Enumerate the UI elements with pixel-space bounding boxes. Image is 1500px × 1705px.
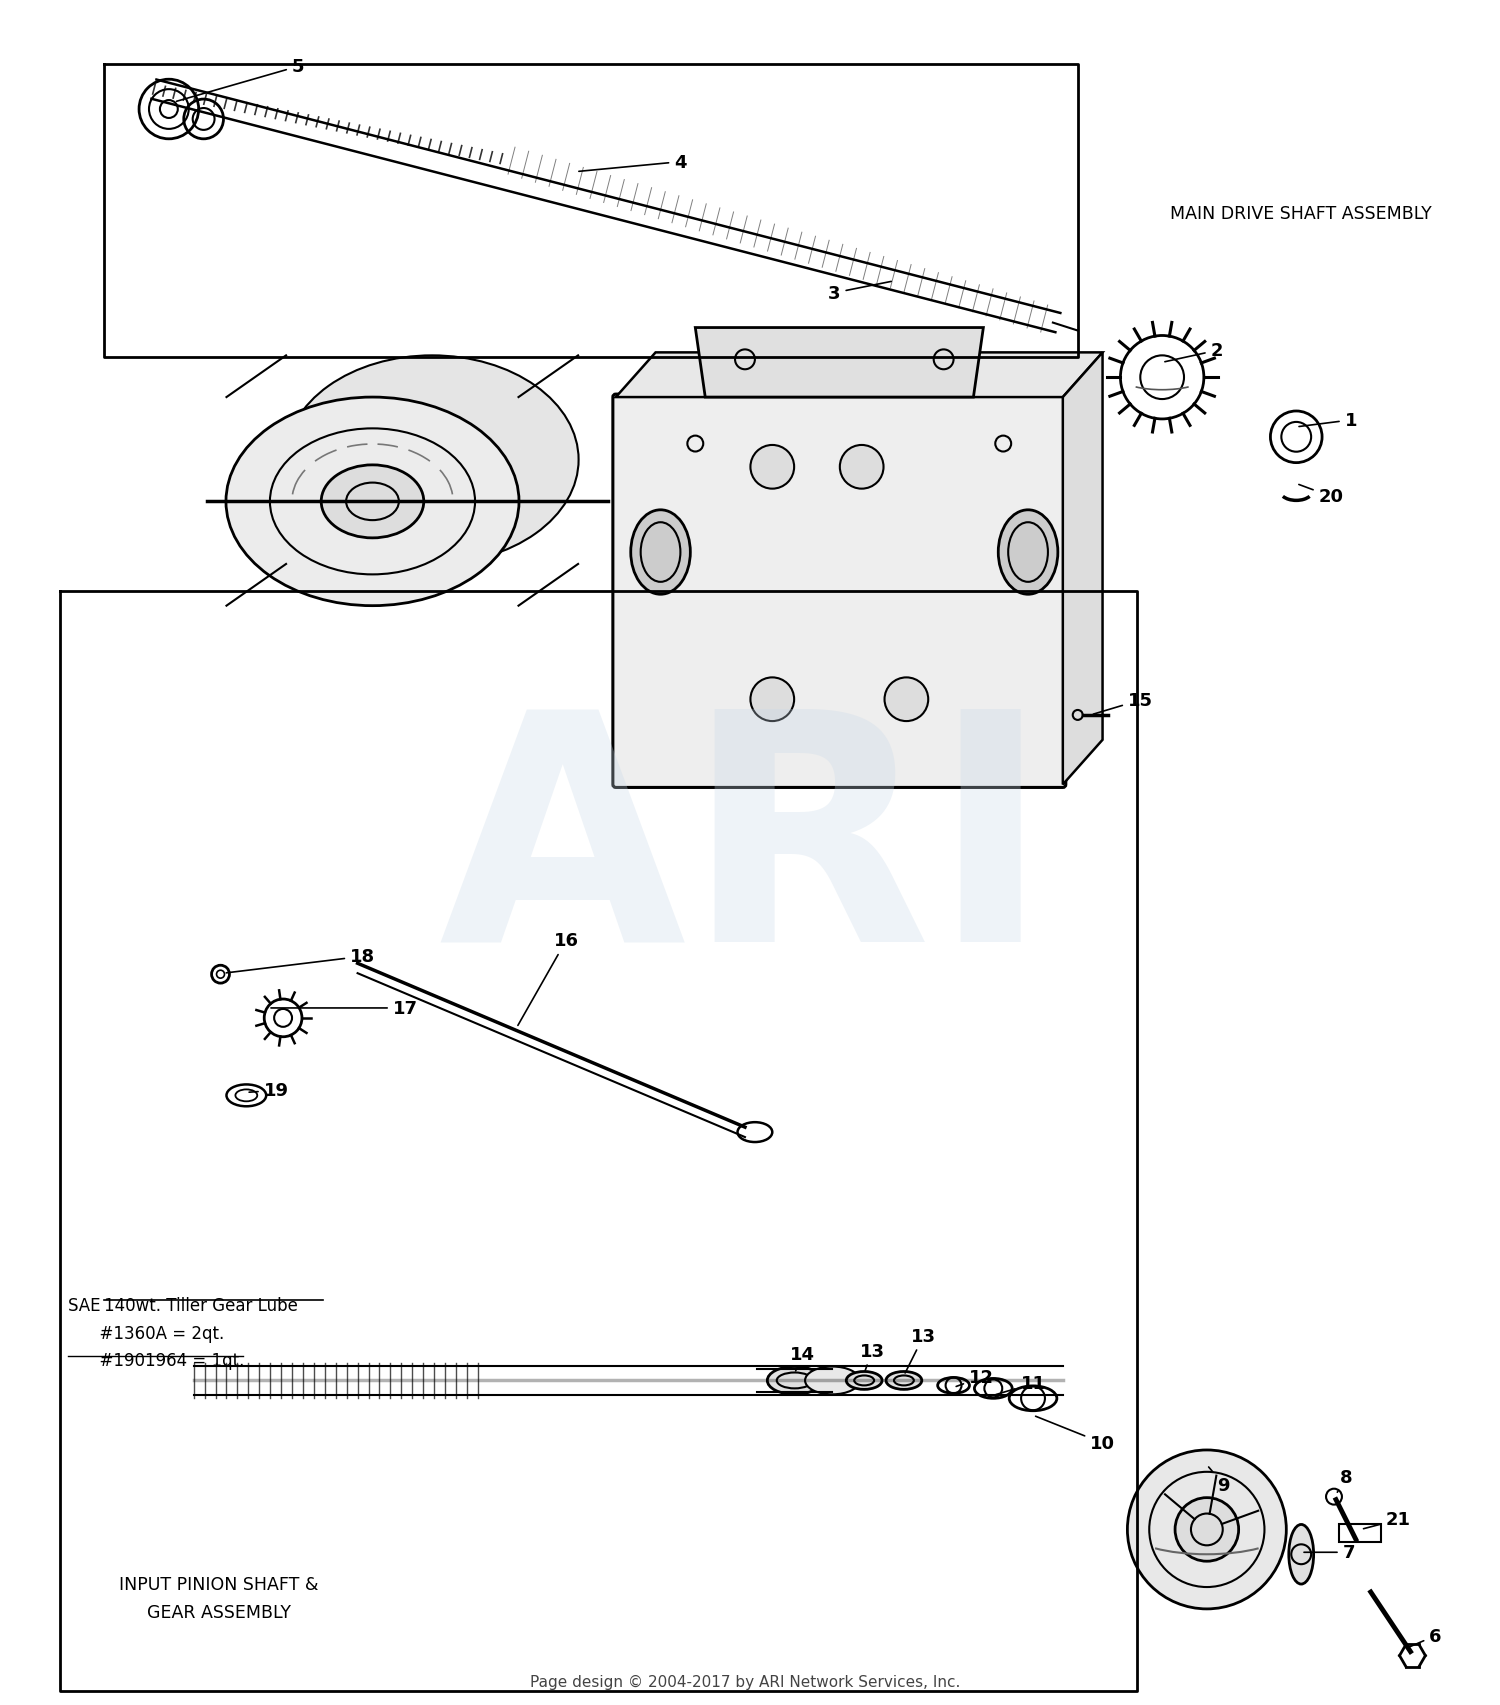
Ellipse shape [285, 356, 579, 564]
Circle shape [885, 679, 928, 721]
Text: 14: 14 [790, 1345, 814, 1371]
Text: 6: 6 [1408, 1627, 1442, 1647]
Text: INPUT PINION SHAFT &: INPUT PINION SHAFT & [118, 1575, 318, 1592]
Text: 16: 16 [518, 933, 579, 1026]
Text: 2: 2 [1166, 343, 1222, 363]
Ellipse shape [886, 1373, 922, 1390]
Text: 1: 1 [1299, 411, 1358, 430]
Text: 9: 9 [1209, 1466, 1230, 1494]
Text: #1360A = 2qt.: #1360A = 2qt. [68, 1325, 224, 1342]
Polygon shape [696, 329, 984, 397]
Text: 7: 7 [1304, 1543, 1354, 1562]
Ellipse shape [1288, 1524, 1314, 1584]
Ellipse shape [999, 510, 1058, 595]
Text: 3: 3 [828, 283, 891, 302]
Ellipse shape [846, 1373, 882, 1390]
Circle shape [840, 445, 884, 489]
Text: ARI: ARI [440, 697, 1052, 1008]
FancyBboxPatch shape [614, 396, 1066, 788]
Text: 8: 8 [1338, 1468, 1352, 1492]
Text: 19: 19 [249, 1081, 288, 1100]
Circle shape [1128, 1451, 1287, 1610]
Text: 11: 11 [996, 1374, 1045, 1395]
Ellipse shape [630, 510, 690, 595]
Ellipse shape [321, 465, 424, 539]
Ellipse shape [226, 397, 519, 607]
Text: #1901964 = 1qt.: #1901964 = 1qt. [68, 1350, 244, 1369]
Polygon shape [616, 353, 1102, 397]
Circle shape [750, 445, 794, 489]
Circle shape [750, 679, 794, 721]
Text: 20: 20 [1299, 486, 1344, 506]
Text: 5: 5 [177, 58, 304, 102]
Text: 18: 18 [226, 948, 375, 974]
Text: Page design © 2004-2017 by ARI Network Services, Inc.: Page design © 2004-2017 by ARI Network S… [530, 1674, 960, 1690]
Text: 4: 4 [579, 153, 687, 172]
Text: 21: 21 [1364, 1511, 1411, 1529]
Ellipse shape [806, 1367, 859, 1395]
Circle shape [1174, 1497, 1239, 1562]
Text: 140wt. Tiller Gear Lube: 140wt. Tiller Gear Lube [105, 1296, 298, 1315]
Text: 12: 12 [956, 1369, 994, 1386]
Text: MAIN DRIVE SHAFT ASSEMBLY: MAIN DRIVE SHAFT ASSEMBLY [1170, 205, 1432, 223]
Text: 13: 13 [904, 1326, 936, 1373]
Text: 10: 10 [1035, 1417, 1114, 1453]
Polygon shape [1064, 353, 1102, 784]
Text: 17: 17 [272, 999, 419, 1018]
Text: SAE: SAE [68, 1296, 111, 1315]
Text: 13: 13 [859, 1342, 885, 1371]
Text: GEAR ASSEMBLY: GEAR ASSEMBLY [147, 1603, 291, 1621]
Ellipse shape [768, 1367, 822, 1395]
Text: 15: 15 [1094, 692, 1154, 714]
